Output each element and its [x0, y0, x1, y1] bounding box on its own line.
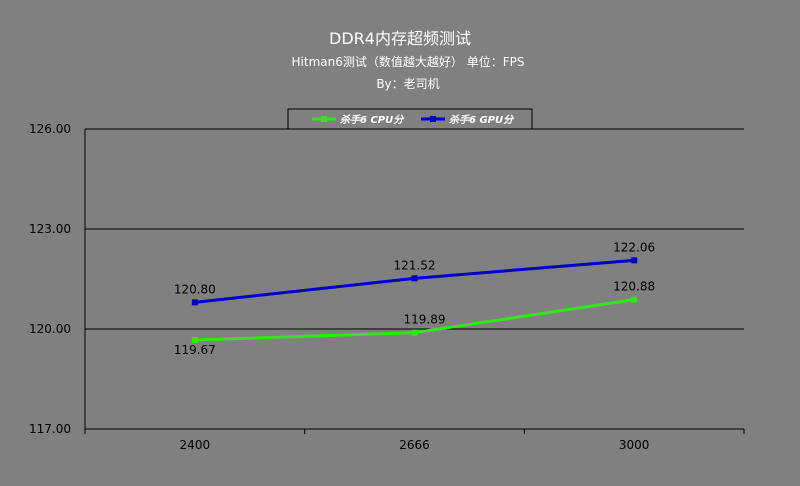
- data-point: [191, 337, 198, 343]
- y-tick-label: 117.00: [29, 422, 71, 436]
- x-tick-label: 3000: [619, 438, 650, 452]
- legend-marker-gpu: [430, 116, 436, 122]
- data-labels: 119.67 119.89 120.88 120.80 121.52 122.06: [174, 240, 655, 357]
- chart-subtitle: Hitman6测试（数值越大越好） 单位：FPS: [292, 54, 525, 69]
- axes: 117.00 120.00 123.00 126.00 2400 2666 3000: [29, 122, 745, 452]
- legend-box: [287, 108, 533, 130]
- x-tick-label: 2666: [399, 438, 430, 452]
- series-layer: [191, 257, 638, 343]
- y-tick-label: 123.00: [29, 222, 71, 236]
- chart-author: By：老司机: [376, 77, 439, 91]
- data-point: [631, 296, 638, 303]
- data-point: [631, 257, 638, 264]
- legend-label-gpu: 杀手6 GPU分: [449, 114, 515, 126]
- data-label: 119.89: [404, 313, 446, 327]
- chart-title: DDR4内存超频测试: [329, 29, 471, 48]
- data-point: [191, 299, 198, 306]
- legend-marker-cpu: [321, 116, 327, 122]
- legend-label-cpu: 杀手6 CPU分: [340, 114, 405, 126]
- y-tick-label: 126.00: [29, 122, 71, 136]
- x-tick-label: 2400: [180, 438, 211, 452]
- data-point: [411, 275, 418, 282]
- data-point: [411, 329, 418, 336]
- data-label: 120.80: [174, 282, 216, 296]
- legend: 杀手6 CPU分 杀手6 GPU分: [287, 108, 533, 130]
- data-label: 121.52: [394, 258, 436, 272]
- data-label: 120.88: [613, 280, 655, 294]
- y-tick-label: 120.00: [29, 322, 71, 336]
- data-label: 122.06: [613, 240, 655, 254]
- data-label: 119.67: [174, 343, 216, 357]
